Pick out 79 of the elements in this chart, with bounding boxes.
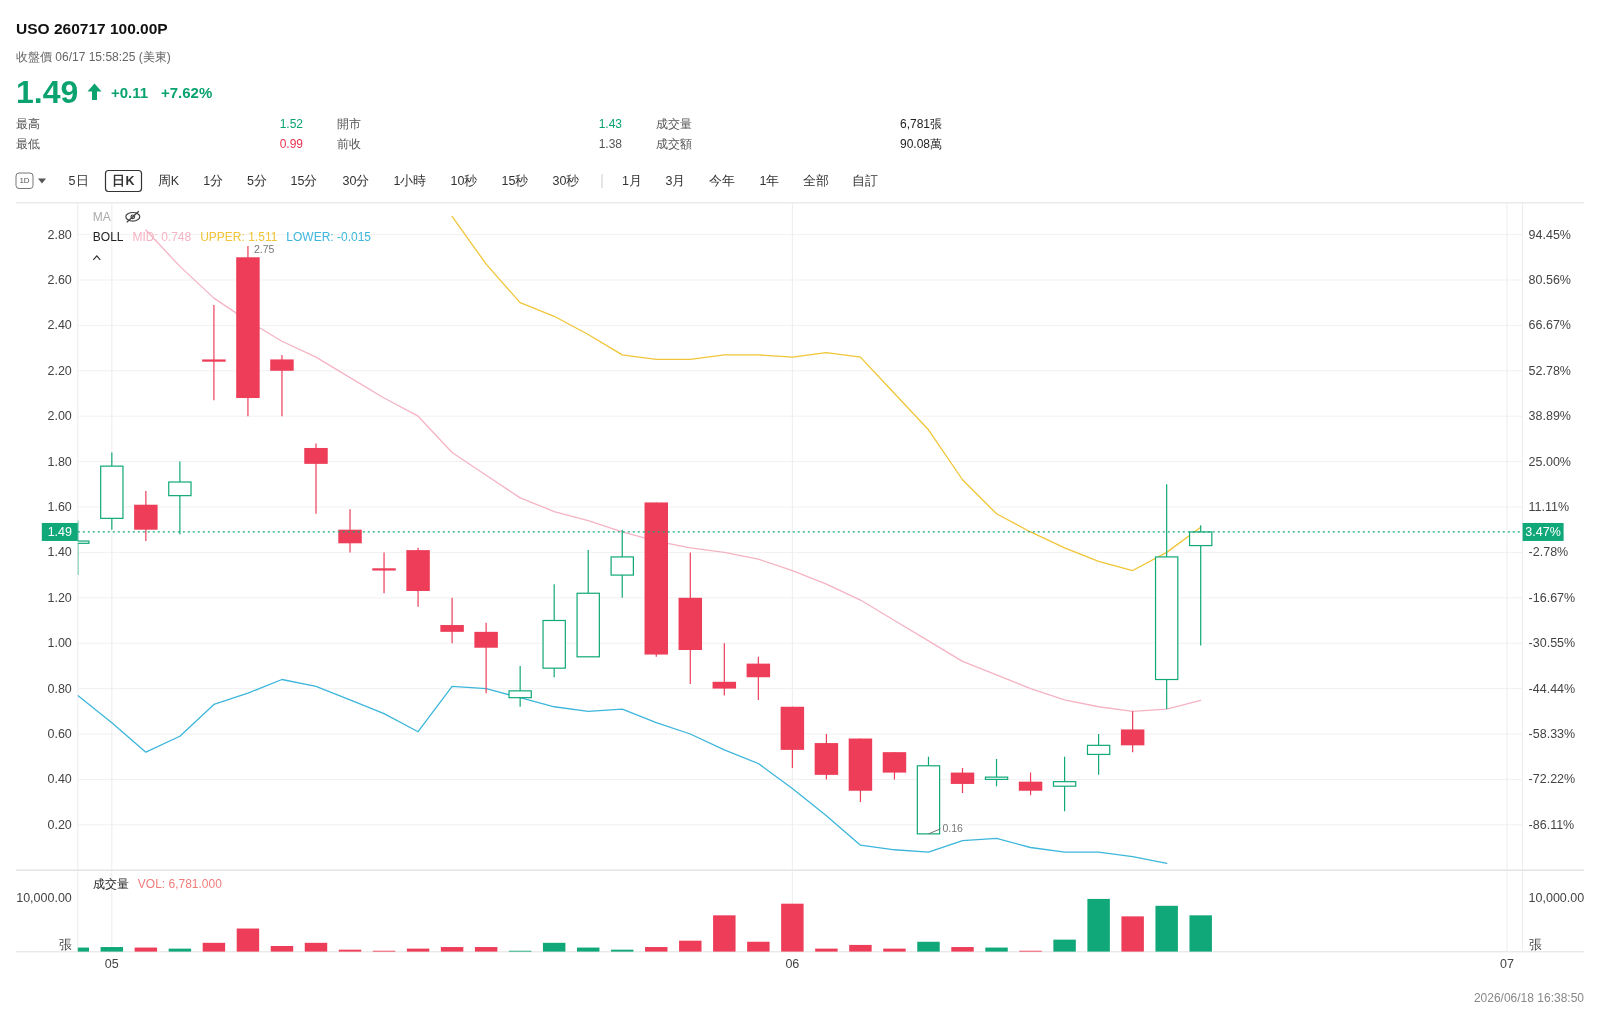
text: 2026/06/18 16:38:50 (1473, 991, 1585, 1005)
text: 10,000.00 (1528, 890, 1585, 905)
text: LOWER: -0.015 (286, 229, 372, 244)
text: 5日 (68, 173, 89, 188)
text: +7.62% (161, 83, 213, 101)
y2-tick-label: -30.55% (1528, 636, 1576, 651)
text: 最高 (16, 117, 40, 131)
text: 全部 (803, 173, 830, 188)
annotation: 2.75 (253, 242, 275, 255)
text: 最低 (16, 137, 40, 151)
y2-tick-label: 80.56% (1528, 272, 1572, 287)
y-tick-label: 1.20 (47, 590, 72, 605)
text: 1.52 (279, 117, 304, 131)
text: 1月 (622, 173, 642, 188)
y2-tick-label: -86.11% (1528, 817, 1575, 832)
x-tick-label: 05 (104, 956, 119, 971)
text: 6,781張 (899, 117, 942, 131)
text: 30分 (342, 173, 370, 188)
ref-line-label: 1.49 (47, 524, 72, 539)
legend-title: BOLL (92, 229, 124, 244)
text: USO 260717 100.00P (16, 19, 168, 37)
y-tick-label: 0.80 (47, 681, 72, 696)
y-tick-label: 0.40 (47, 772, 72, 787)
text: 90.08萬 (899, 137, 942, 151)
text: 1小時 (393, 173, 427, 188)
y-tick-label: 2.00 (47, 409, 72, 424)
annotation: 0.16 (942, 821, 964, 834)
y-tick-label: 2.20 (47, 363, 72, 378)
y2-tick-label: -44.44% (1528, 681, 1576, 696)
y2-tick-label: -72.22% (1528, 772, 1576, 787)
text: 15秒 (501, 173, 529, 188)
annotation: MA (92, 209, 111, 224)
y-tick-label: 2.40 (47, 318, 72, 333)
text: 收盤價 06/17 15:58:25 (美東) (16, 50, 171, 64)
y2-tick-label: 11.11% (1528, 500, 1570, 514)
text: 今年 (709, 173, 736, 188)
x-tick-label: 06 (785, 956, 800, 971)
text: 15分 (290, 173, 318, 188)
text: 開市 (337, 117, 361, 131)
text: 0.99 (279, 137, 304, 151)
text: 自訂 (852, 173, 879, 188)
y-tick-label: 0.60 (47, 727, 72, 741)
y-tick-label: 1.60 (47, 499, 72, 514)
text: 前收 (337, 137, 361, 151)
text: 1.38 (598, 137, 623, 151)
y2-tick-label: -2.78% (1528, 545, 1569, 560)
y-tick-label: 1.40 (47, 545, 72, 560)
text: 1.49 (16, 74, 79, 110)
y-tick-label: 1.80 (47, 454, 72, 469)
y-axis-title: 張 (58, 937, 72, 952)
y-tick-label: 2.80 (47, 227, 72, 242)
annotation: 10,000.00 (16, 890, 72, 905)
text: UPPER: 1.511 (200, 229, 278, 244)
y2-axis-title: 張 (1528, 937, 1542, 952)
y-tick-label: 0.20 (47, 817, 72, 832)
text: 成交量 (656, 117, 692, 131)
y2-tick-label: 38.89% (1528, 409, 1572, 424)
y-tick-label: 2.60 (47, 272, 72, 287)
text: 10秒 (450, 173, 478, 188)
y-tick-label: 1.00 (47, 636, 72, 651)
text: 日K (112, 173, 135, 188)
x-tick-label: 07 (1499, 956, 1514, 971)
y2-tick-label: 66.67% (1528, 318, 1572, 333)
text: VOL: 6,781.000 (137, 877, 223, 892)
y2-tick-label: 94.45% (1528, 227, 1572, 242)
text: +0.11 (111, 83, 149, 101)
chart-title: 成交量 (92, 877, 129, 892)
y2-tick-label: 25.00% (1528, 454, 1572, 469)
text: 1.43 (598, 117, 623, 131)
text: 1分 (203, 173, 224, 188)
y2-tick-label: 52.78% (1528, 363, 1572, 378)
text: 成交額 (656, 137, 692, 151)
text: 30秒 (552, 173, 580, 188)
y2-tick-label: -58.33% (1528, 726, 1576, 741)
text: 1年 (759, 173, 780, 188)
text: 3月 (665, 173, 686, 188)
text: 周K (157, 173, 180, 188)
text: 5分 (247, 173, 267, 188)
y2-tick-label: -16.67% (1528, 590, 1576, 605)
